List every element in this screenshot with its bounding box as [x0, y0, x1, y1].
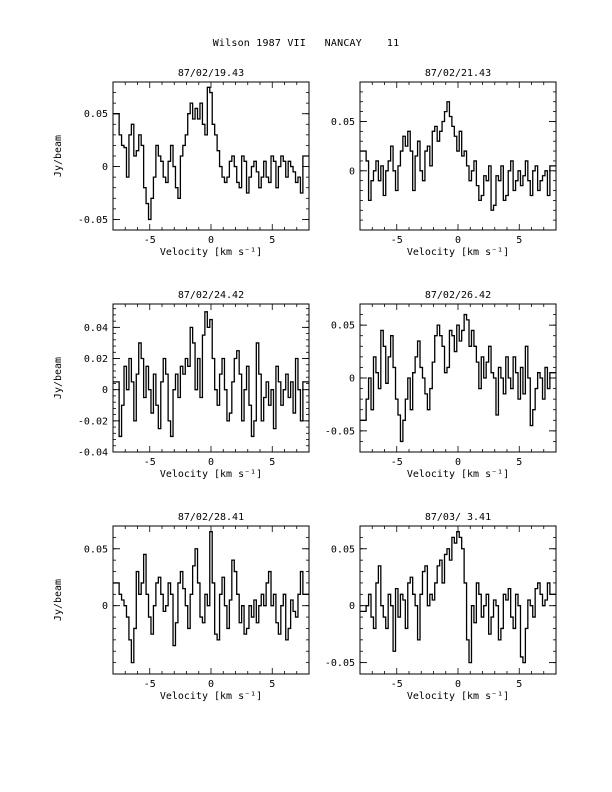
x-tick-label: -5: [391, 457, 403, 468]
x-tick-label: 0: [208, 457, 214, 468]
spectrum-line: [112, 311, 309, 438]
y-axis-label: Jy/beam: [53, 135, 64, 177]
plot-frame: [112, 81, 310, 231]
y-tick-label: -0.05: [325, 658, 355, 669]
plot-frame: [359, 525, 557, 675]
y-tick-label: -0.05: [325, 426, 355, 437]
y-tick-label: -0.05: [78, 215, 108, 226]
spectrum-line: [112, 531, 309, 664]
spectrum-panel-2: 87/02/21.43 -5 0 5 0 0.05 Velocity [km s⁻¹]: [331, 68, 557, 258]
x-tick-label: 5: [269, 679, 275, 690]
panel-title: 87/02/19.43: [178, 68, 244, 79]
x-tick-label: -5: [391, 679, 403, 690]
spectrum-line: [359, 531, 556, 664]
x-axis-label: Velocity [km s⁻¹]: [160, 247, 262, 258]
x-tick-label: -5: [391, 235, 403, 246]
y-tick-label: 0: [349, 166, 355, 177]
x-tick-label: 0: [208, 679, 214, 690]
x-tick-label: 5: [269, 235, 275, 246]
plot-frame: [359, 303, 557, 453]
spectrum-line: [359, 313, 556, 443]
y-tick-label: -0.02: [78, 416, 108, 427]
x-tick-label: 0: [455, 457, 461, 468]
panel-title: 87/03/ 3.41: [425, 512, 491, 523]
x-axis-label: Velocity [km s⁻¹]: [407, 691, 509, 702]
y-tick-label: 0: [349, 374, 355, 385]
page-title: Wilson 1987 VII NANCAY 11: [212, 38, 400, 49]
x-tick-label: 0: [455, 679, 461, 690]
x-axis-label: Velocity [km s⁻¹]: [407, 469, 509, 480]
spectrum-panel-5: 87/02/28.41 -5 0 5 0 0.05 Velocity [km s⁻¹] Jy/…: [53, 512, 310, 702]
y-tick-label: 0: [102, 385, 108, 396]
y-tick-label: 0: [349, 601, 355, 612]
y-tick-label: 0.05: [331, 321, 355, 332]
spectrum-panel-4: 87/02/26.42 -5 0 5 -0.05 0 0.05 Velocity [km s⁻…: [325, 290, 557, 480]
x-tick-label: -5: [144, 679, 156, 690]
plot-frame: [112, 525, 310, 675]
y-tick-label: 0: [102, 162, 108, 173]
spectrum-line: [112, 86, 309, 221]
x-tick-label: 5: [269, 457, 275, 468]
x-tick-label: 5: [516, 457, 522, 468]
x-axis-label: Velocity [km s⁻¹]: [160, 469, 262, 480]
y-tick-label: -0.04: [78, 448, 108, 459]
spectrum-line: [359, 101, 556, 211]
y-tick-label: 0.05: [331, 544, 355, 555]
spectrum-panel-3: 87/02/24.42 -5 0 5 -0.04 -0.02 0 0.02 0.04 Veloci…: [53, 290, 310, 480]
x-tick-label: 0: [208, 235, 214, 246]
y-tick-label: 0.05: [84, 109, 108, 120]
spectrum-panel-6: 87/03/ 3.41 -5 0 5 -0.05 0 0.05 Velocity [km s⁻…: [325, 512, 557, 702]
y-tick-label: 0.05: [331, 117, 355, 128]
x-axis-label: Velocity [km s⁻¹]: [407, 247, 509, 258]
x-tick-label: 0: [455, 235, 461, 246]
panel-title: 87/02/28.41: [178, 512, 244, 523]
x-tick-label: 5: [516, 235, 522, 246]
y-tick-label: 0.04: [84, 323, 108, 334]
y-tick-label: 0.05: [84, 544, 108, 555]
panel-title: 87/02/21.43: [425, 68, 491, 79]
plot-frame: [112, 303, 310, 453]
y-tick-label: 0.02: [84, 354, 108, 365]
x-tick-label: -5: [144, 457, 156, 468]
x-tick-label: -5: [144, 235, 156, 246]
panel-title: 87/02/24.42: [178, 290, 244, 301]
spectrum-panel-1: 87/02/19.43 -5 0 5 -0.05 0 0.05 Velocity [km s⁻…: [53, 68, 310, 258]
plot-frame: [359, 81, 557, 231]
y-axis-label: Jy/beam: [53, 357, 64, 399]
x-axis-label: Velocity [km s⁻¹]: [160, 691, 262, 702]
panel-title: 87/02/26.42: [425, 290, 491, 301]
y-axis-label: Jy/beam: [53, 579, 64, 621]
y-tick-label: 0: [102, 601, 108, 612]
x-tick-label: 5: [516, 679, 522, 690]
